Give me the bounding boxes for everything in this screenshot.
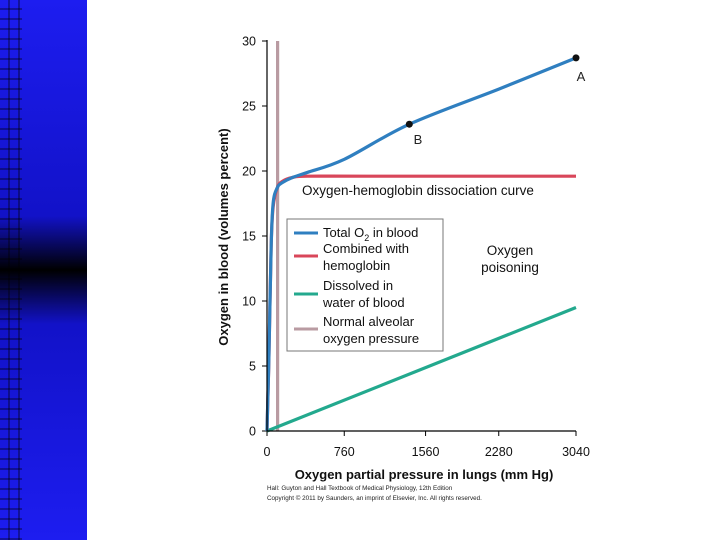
oxygen-poisoning-label-line1: Oxygen — [487, 243, 534, 258]
y-tick-label: 30 — [242, 35, 256, 49]
legend: Total O2 in blood Combined with hemoglob… — [286, 218, 444, 352]
side-bar-square-pattern — [0, 0, 22, 540]
axes — [266, 40, 576, 432]
legend-label-alveolar-line2: oxygen pressure — [323, 331, 419, 346]
x-tick-label: 0 — [264, 445, 271, 459]
y-tick-label: 0 — [249, 425, 256, 439]
x-tick-label: 760 — [334, 445, 355, 459]
point-label-b: B — [414, 132, 423, 147]
legend-label-dissolved-line1: Dissolved in — [323, 278, 393, 293]
x-tick-label: 1560 — [412, 445, 440, 459]
y-tick-label: 15 — [242, 230, 256, 244]
x-tick-label: 2280 — [485, 445, 513, 459]
x-tick-label: 3040 — [562, 445, 590, 459]
x-axis-title: Oxygen partial pressure in lungs (mm Hg) — [295, 467, 554, 482]
y-tick-label: 25 — [242, 100, 256, 114]
y-tick-label: 20 — [242, 165, 256, 179]
legend-label-hemoglobin-line1: Combined with — [323, 241, 409, 256]
legend-label-dissolved-line2: water of blood — [322, 295, 405, 310]
oxygen-poisoning-label-line2: poisoning — [481, 260, 539, 275]
point-marker-b — [405, 120, 413, 128]
legend-label-total-part3: in blood — [369, 225, 418, 240]
y-tick-label: 5 — [249, 360, 256, 374]
series-line-total-o2 — [265, 56, 577, 432]
credit-line-2: Copyright © 2011 by Saunders, an imprint… — [267, 494, 482, 502]
legend-label-total-part1: Total O — [323, 225, 364, 240]
legend-label-total: Total O2 in blood — [323, 225, 418, 243]
legend-label-hemoglobin-line2: hemoglobin — [323, 258, 390, 273]
point-label-a: A — [577, 69, 586, 84]
credit-line-1: Hall: Guyton and Hall Textbook of Medica… — [267, 485, 453, 492]
dissociation-curve-label: Oxygen-hemoglobin dissociation curve — [302, 183, 534, 198]
y-tick-label: 10 — [242, 295, 256, 309]
legend-label-total-subscript: 2 — [364, 233, 369, 243]
slide-side-bar — [0, 0, 87, 540]
series-line-dissolved — [266, 306, 577, 433]
y-axis-title: Oxygen in blood (volumes percent) — [216, 128, 231, 345]
axis-ticks: 0 5 10 15 20 25 30 0 760 1560 2280 3040 — [242, 35, 590, 460]
curve-label-background — [299, 180, 579, 200]
point-marker-a — [572, 54, 580, 62]
series-layer — [265, 41, 580, 433]
legend-label-alveolar-line1: Normal alveolar — [323, 314, 415, 329]
